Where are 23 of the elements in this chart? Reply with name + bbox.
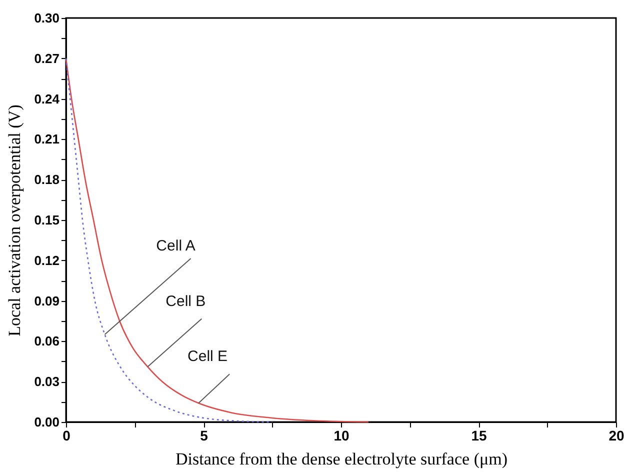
x-axis-title: Distance from the dense electrolyte surface (μm) (176, 450, 508, 468)
y-tick-label: 0.03 (34, 374, 60, 390)
y-tick-label: 0.18 (34, 172, 60, 188)
y-tick-label: 0.15 (34, 212, 60, 228)
y-tick-label: 0.00 (34, 414, 60, 430)
x-tick-label: 10 (334, 428, 350, 444)
y-tick-label: 0.30 (34, 10, 60, 26)
line-series (65, 58, 273, 423)
y-tick-label: 0.06 (34, 334, 60, 349)
line-series (65, 58, 370, 423)
y-tick-label: 0.27 (34, 50, 60, 66)
y-axis-title: Local activation overpotential (V) (5, 104, 24, 336)
y-tick-label: 0.24 (34, 91, 60, 106)
annotation: Cell E (188, 348, 228, 366)
x-tick-label: 0 (62, 428, 71, 444)
y-tick-label: 0.09 (34, 293, 60, 308)
annotation: Cell B (166, 292, 206, 310)
x-tick-label: 15 (471, 428, 487, 444)
x-tick-label: 20 (608, 428, 624, 444)
y-tick-label: 0.12 (34, 252, 60, 268)
annotation: Cell A (156, 237, 196, 254)
y-tick-label: 0.21 (34, 132, 60, 147)
x-tick-label: 5 (200, 428, 208, 444)
